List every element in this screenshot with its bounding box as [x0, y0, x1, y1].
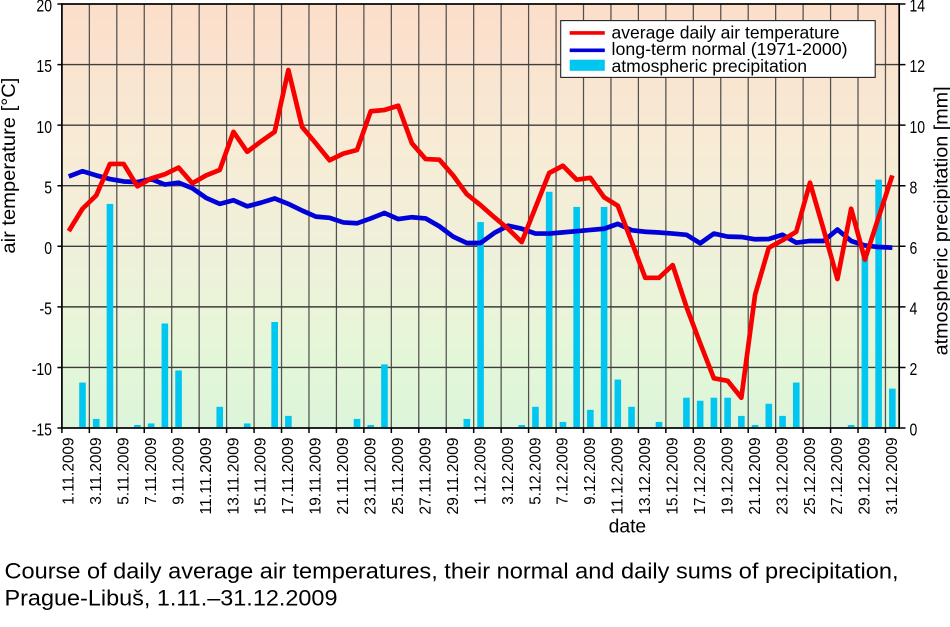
- svg-text:20: 20: [36, 0, 52, 16]
- svg-text:3.12.2009: 3.12.2009: [500, 437, 517, 504]
- svg-text:atmospheric precipitation [mm]: atmospheric precipitation [mm]: [931, 86, 950, 355]
- svg-text:27.11.2009: 27.11.2009: [417, 437, 434, 514]
- svg-text:12: 12: [910, 56, 926, 76]
- svg-text:date: date: [609, 516, 647, 537]
- svg-text:5: 5: [44, 177, 52, 197]
- svg-text:23.12.2009: 23.12.2009: [774, 437, 791, 514]
- svg-text:29.12.2009: 29.12.2009: [857, 437, 874, 514]
- svg-text:31.12.2009: 31.12.2009: [884, 437, 901, 514]
- svg-text:11.11.2009: 11.11.2009: [198, 437, 215, 514]
- svg-text:21.11.2009: 21.11.2009: [335, 437, 352, 514]
- svg-text:long-term normal (1971-2000): long-term normal (1971-2000): [612, 39, 848, 59]
- svg-text:10: 10: [36, 117, 52, 137]
- svg-text:19.12.2009: 19.12.2009: [719, 437, 736, 514]
- svg-text:29.11.2009: 29.11.2009: [445, 437, 462, 514]
- svg-text:-15: -15: [32, 420, 52, 440]
- svg-text:Course of daily average air te: Course of daily average air temperatures…: [5, 558, 899, 583]
- svg-text:5.11.2009: 5.11.2009: [115, 437, 132, 504]
- svg-text:15.12.2009: 15.12.2009: [665, 437, 682, 514]
- svg-text:0: 0: [910, 420, 918, 440]
- svg-text:13.11.2009: 13.11.2009: [225, 437, 242, 514]
- svg-text:2: 2: [910, 359, 918, 379]
- svg-text:atmospheric precipitation: atmospheric precipitation: [612, 56, 808, 76]
- svg-text:6: 6: [910, 238, 918, 258]
- svg-text:10: 10: [910, 117, 926, 137]
- svg-text:14: 14: [910, 0, 926, 16]
- svg-text:0: 0: [44, 238, 52, 258]
- svg-text:4: 4: [910, 299, 918, 319]
- svg-text:11.12.2009: 11.12.2009: [610, 437, 627, 514]
- svg-text:23.11.2009: 23.11.2009: [363, 437, 380, 514]
- svg-text:21.12.2009: 21.12.2009: [747, 437, 764, 514]
- svg-text:15.11.2009: 15.11.2009: [253, 437, 270, 514]
- svg-text:13.12.2009: 13.12.2009: [637, 437, 654, 514]
- svg-text:7.12.2009: 7.12.2009: [555, 437, 572, 504]
- svg-text:-10: -10: [32, 359, 52, 379]
- svg-text:17.12.2009: 17.12.2009: [692, 437, 709, 514]
- svg-text:9.11.2009: 9.11.2009: [170, 437, 187, 504]
- svg-text:average daily air temperature: average daily air temperature: [612, 22, 840, 42]
- svg-text:8: 8: [910, 177, 918, 197]
- svg-text:15: 15: [36, 56, 52, 76]
- svg-text:7.11.2009: 7.11.2009: [143, 437, 160, 504]
- svg-text:25.11.2009: 25.11.2009: [390, 437, 407, 514]
- svg-text:5.12.2009: 5.12.2009: [527, 437, 544, 504]
- svg-text:17.11.2009: 17.11.2009: [280, 437, 297, 514]
- svg-text:1.12.2009: 1.12.2009: [472, 437, 489, 504]
- svg-text:1.11.2009: 1.11.2009: [61, 437, 78, 504]
- svg-text:27.12.2009: 27.12.2009: [829, 437, 846, 514]
- svg-text:3.11.2009: 3.11.2009: [88, 437, 105, 504]
- svg-text:19.11.2009: 19.11.2009: [308, 437, 325, 514]
- svg-text:-5: -5: [40, 299, 53, 319]
- svg-text:9.12.2009: 9.12.2009: [582, 437, 599, 504]
- svg-text:Prague-Libuš, 1.11.–31.12.2009: Prague-Libuš, 1.11.–31.12.2009: [5, 585, 338, 610]
- svg-text:air temperature [°C]: air temperature [°C]: [0, 78, 20, 254]
- svg-text:25.12.2009: 25.12.2009: [802, 437, 819, 514]
